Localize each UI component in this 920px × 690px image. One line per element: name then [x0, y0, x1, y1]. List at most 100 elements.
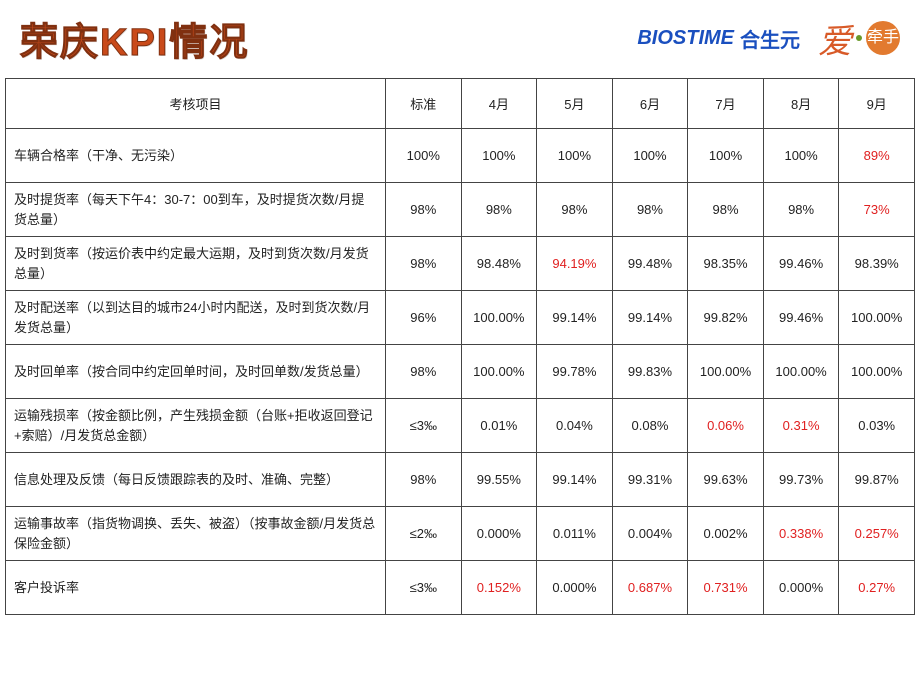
table-row: 及时提货率（每天下午4：30-7：00到车，及时提货次数/月提货总量）98%98…: [6, 183, 915, 237]
value-cell: 0.338%: [763, 507, 839, 561]
table-row: 及时配送率（以到达目的城市24小时内配送，及时到货次数/月发货总量）96%100…: [6, 291, 915, 345]
value-cell: 0.000%: [461, 507, 537, 561]
value-cell: 0.01%: [461, 399, 537, 453]
value-cell: 0.08%: [612, 399, 688, 453]
value-cell: 99.55%: [461, 453, 537, 507]
value-cell: 100%: [612, 129, 688, 183]
col-m7: 7月: [688, 79, 764, 129]
std-cell: 98%: [386, 237, 462, 291]
col-item: 考核项目: [6, 79, 386, 129]
item-cell: 及时到货率（按运价表中约定最大运期，及时到货次数/月发货总量）: [6, 237, 386, 291]
value-cell: 99.83%: [612, 345, 688, 399]
table-row: 及时到货率（按运价表中约定最大运期，及时到货次数/月发货总量）98%98.48%…: [6, 237, 915, 291]
col-m8: 8月: [763, 79, 839, 129]
std-cell: ≤3‰: [386, 399, 462, 453]
title-suffix: KPI情况: [100, 22, 249, 64]
table-row: 客户投诉率≤3‰0.152%0.000%0.687%0.731%0.000%0.…: [6, 561, 915, 615]
table-row: 车辆合格率（干净、无污染）100%100%100%100%100%100%89%: [6, 129, 915, 183]
value-cell: 100.00%: [461, 345, 537, 399]
logo-en: BIOSTIME: [637, 27, 734, 50]
value-cell: 89%: [839, 129, 915, 183]
value-cell: 99.48%: [612, 237, 688, 291]
item-cell: 及时提货率（每天下午4：30-7：00到车，及时提货次数/月提货总量）: [6, 183, 386, 237]
love-logo: 爱 牵手: [818, 14, 900, 63]
item-cell: 信息处理及反馈（每日反馈跟踪表的及时、准确、完整）: [6, 453, 386, 507]
value-cell: 0.004%: [612, 507, 688, 561]
value-cell: 98%: [688, 183, 764, 237]
std-cell: ≤3‰: [386, 561, 462, 615]
logo-group: BIOSTIME 合生元 爱 牵手: [637, 14, 900, 63]
value-cell: 99.31%: [612, 453, 688, 507]
value-cell: 100.00%: [763, 345, 839, 399]
value-cell: 99.14%: [537, 453, 613, 507]
value-cell: 0.31%: [763, 399, 839, 453]
value-cell: 0.000%: [763, 561, 839, 615]
value-cell: 0.257%: [839, 507, 915, 561]
item-cell: 及时回单率（按合同中约定回单时间，及时回单数/发货总量）: [6, 345, 386, 399]
value-cell: 0.06%: [688, 399, 764, 453]
value-cell: 98%: [763, 183, 839, 237]
value-cell: 0.04%: [537, 399, 613, 453]
col-m9: 9月: [839, 79, 915, 129]
std-cell: 100%: [386, 129, 462, 183]
table-row: 运输事故率（指货物调换、丢失、被盗）（按事故金额/月发货总保险金额）≤2‰0.0…: [6, 507, 915, 561]
value-cell: 100%: [688, 129, 764, 183]
title-prefix: 荣庆: [20, 22, 100, 64]
logo-cn: 合生元: [740, 24, 800, 53]
value-cell: 94.19%: [537, 237, 613, 291]
value-cell: 100.00%: [839, 291, 915, 345]
value-cell: 99.82%: [688, 291, 764, 345]
value-cell: 100.00%: [461, 291, 537, 345]
item-cell: 运输事故率（指货物调换、丢失、被盗）（按事故金额/月发货总保险金额）: [6, 507, 386, 561]
love-char: 爱: [818, 14, 852, 63]
biostime-logo: BIOSTIME 合生元: [637, 24, 800, 53]
kpi-table: 考核项目 标准 4月 5月 6月 7月 8月 9月 车辆合格率（干净、无污染）1…: [5, 78, 915, 615]
value-cell: 98.35%: [688, 237, 764, 291]
item-cell: 客户投诉率: [6, 561, 386, 615]
value-cell: 99.46%: [763, 291, 839, 345]
value-cell: 100%: [537, 129, 613, 183]
value-cell: 99.46%: [763, 237, 839, 291]
value-cell: 98%: [612, 183, 688, 237]
value-cell: 99.14%: [537, 291, 613, 345]
value-cell: 98%: [461, 183, 537, 237]
dot-icon: [856, 35, 862, 41]
value-cell: 73%: [839, 183, 915, 237]
value-cell: 98%: [537, 183, 613, 237]
value-cell: 100%: [763, 129, 839, 183]
item-cell: 运输残损率（按金额比例，产生残损金额（台账+拒收返回登记+索赔）/月发货总金额）: [6, 399, 386, 453]
value-cell: 98.39%: [839, 237, 915, 291]
value-cell: 99.73%: [763, 453, 839, 507]
page-title: 荣庆KPI情况: [20, 11, 249, 66]
item-cell: 及时配送率（以到达目的城市24小时内配送，及时到货次数/月发货总量）: [6, 291, 386, 345]
value-cell: 99.63%: [688, 453, 764, 507]
value-cell: 0.731%: [688, 561, 764, 615]
col-m6: 6月: [612, 79, 688, 129]
value-cell: 100%: [461, 129, 537, 183]
std-cell: 98%: [386, 183, 462, 237]
std-cell: 98%: [386, 453, 462, 507]
value-cell: 0.000%: [537, 561, 613, 615]
table-row: 信息处理及反馈（每日反馈跟踪表的及时、准确、完整）98%99.55%99.14%…: [6, 453, 915, 507]
header: 荣庆KPI情况 BIOSTIME 合生元 爱 牵手: [0, 0, 920, 78]
value-cell: 0.03%: [839, 399, 915, 453]
love-badge: 牵手: [866, 21, 900, 55]
value-cell: 0.152%: [461, 561, 537, 615]
col-std: 标准: [386, 79, 462, 129]
value-cell: 99.78%: [537, 345, 613, 399]
value-cell: 0.27%: [839, 561, 915, 615]
value-cell: 99.14%: [612, 291, 688, 345]
value-cell: 98.48%: [461, 237, 537, 291]
value-cell: 0.687%: [612, 561, 688, 615]
table-row: 及时回单率（按合同中约定回单时间，及时回单数/发货总量）98%100.00%99…: [6, 345, 915, 399]
std-cell: ≤2‰: [386, 507, 462, 561]
table-row: 运输残损率（按金额比例，产生残损金额（台账+拒收返回登记+索赔）/月发货总金额）…: [6, 399, 915, 453]
value-cell: 100.00%: [688, 345, 764, 399]
value-cell: 0.011%: [537, 507, 613, 561]
value-cell: 100.00%: [839, 345, 915, 399]
col-m4: 4月: [461, 79, 537, 129]
std-cell: 98%: [386, 345, 462, 399]
std-cell: 96%: [386, 291, 462, 345]
value-cell: 99.87%: [839, 453, 915, 507]
item-cell: 车辆合格率（干净、无污染）: [6, 129, 386, 183]
